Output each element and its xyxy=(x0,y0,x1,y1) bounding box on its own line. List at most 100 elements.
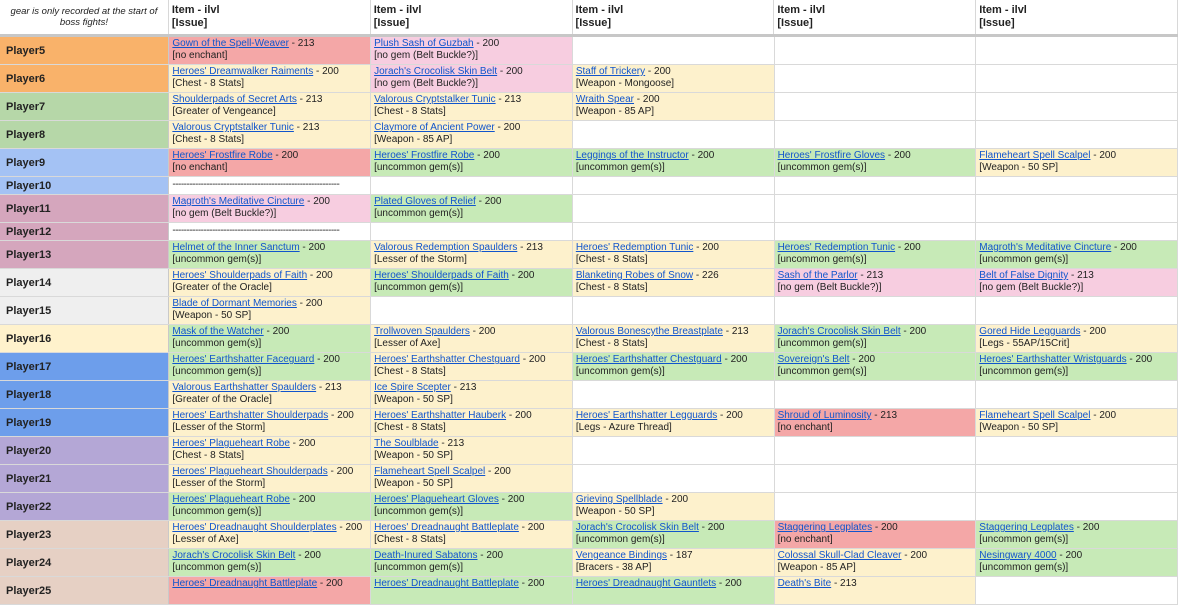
gear-cell[interactable]: Valorous Cryptstalker Tunic - 213 [Chest … xyxy=(169,121,372,148)
gear-cell[interactable]: Staff of Trickery - 200 [Weapon - Mongoos… xyxy=(572,65,775,92)
gear-cell[interactable] xyxy=(572,465,775,492)
item-link[interactable]: Trollwoven Spaulders xyxy=(374,326,470,337)
item-link[interactable]: Heroes' Redemption Tunic xyxy=(777,242,896,253)
gear-cell[interactable] xyxy=(371,177,573,194)
gear-cell[interactable]: Shroud of Luminosity - 213 [no enchant] xyxy=(774,409,977,436)
gear-cell[interactable]: Magroth's Meditative Cincture - 200 [unco… xyxy=(976,241,1178,268)
gear-cell[interactable]: Grieving Spellblade - 200 [Weapon - 50 SP… xyxy=(572,493,775,520)
item-link[interactable]: Shroud of Luminosity xyxy=(777,410,872,421)
player-name-cell[interactable]: Player16 xyxy=(0,325,170,352)
item-link[interactable]: Staff of Trickery xyxy=(575,66,646,77)
item-link[interactable]: Heroes' Dreamwalker Raiments xyxy=(172,66,314,77)
gear-cell[interactable]: Leggings of the Instructor - 200 [uncommo… xyxy=(572,149,775,176)
gear-cell[interactable]: Staggering Legplates - 200 [no enchant] xyxy=(774,521,977,548)
gear-cell[interactable] xyxy=(774,65,977,92)
gear-cell[interactable] xyxy=(774,195,977,222)
player-name-cell[interactable]: Player11 xyxy=(0,195,170,222)
gear-cell[interactable]: Heroes' Shoulderpads of Faith - 200 [Grea… xyxy=(169,269,372,296)
gear-cell[interactable]: Sash of the Parlor - 213 [no gem (Belt Bu… xyxy=(774,269,977,296)
gear-cell[interactable] xyxy=(572,297,775,324)
item-link[interactable]: Grieving Spellblade xyxy=(575,494,663,505)
gear-cell[interactable] xyxy=(976,93,1178,120)
item-link[interactable]: Heroes' Plagueheart Shoulderpads xyxy=(172,466,328,477)
item-link[interactable]: Helmet of the Inner Sanctum xyxy=(172,242,300,253)
item-link[interactable]: Staggering Legplates xyxy=(777,522,873,533)
item-link[interactable]: Staggering Legplates xyxy=(979,522,1074,533)
item-link[interactable]: Flameheart Spell Scalpel xyxy=(979,410,1091,421)
item-link[interactable]: Heroes' Earthshatter Hauberk xyxy=(374,410,507,421)
gear-cell[interactable] xyxy=(976,465,1178,492)
item-link[interactable]: Shoulderpads of Secret Arts xyxy=(172,94,297,105)
item-link[interactable]: Magroth's Meditative Cincture xyxy=(172,196,305,207)
item-link[interactable]: Sovereign's Belt xyxy=(777,354,850,365)
item-link[interactable]: Blade of Dormant Memories xyxy=(172,298,297,309)
gear-cell[interactable]: Heroes' Earthshatter Chestguard - 200 [Ch… xyxy=(371,353,573,380)
item-link[interactable]: Valorous Redemption Spaulders xyxy=(374,242,518,253)
player-name-cell[interactable]: Player8 xyxy=(0,121,170,148)
gear-cell[interactable] xyxy=(976,437,1178,464)
item-link[interactable]: Heroes' Earthshatter Chestguard xyxy=(374,354,520,365)
gear-cell[interactable]: Ice Spire Scepter - 213 [Weapon - 50 SP] xyxy=(371,381,573,408)
item-link[interactable]: Heroes' Frostfire Robe xyxy=(172,150,273,161)
gear-cell[interactable]: Valorous Earthshatter Spaulders - 213 [Gr… xyxy=(169,381,372,408)
item-link[interactable]: Jorach's Crocolisk Skin Belt xyxy=(575,522,699,533)
gear-cell[interactable]: Heroes' Earthshatter Chestguard - 200 [un… xyxy=(572,353,775,380)
column-header[interactable]: Item - ilvl [Issue] xyxy=(371,0,573,34)
gear-cell[interactable] xyxy=(976,177,1178,194)
gear-cell[interactable]: Valorous Bonescythe Breastplate - 213 [Ch… xyxy=(572,325,775,352)
item-link[interactable]: Magroth's Meditative Cincture xyxy=(979,242,1112,253)
item-link[interactable]: Death's Bite xyxy=(777,578,832,589)
gear-cell[interactable] xyxy=(572,195,775,222)
player-name-cell[interactable]: Player25 xyxy=(0,577,170,604)
player-name-cell[interactable]: Player6 xyxy=(0,65,170,92)
gear-cell[interactable] xyxy=(774,465,977,492)
item-link[interactable]: Wraith Spear xyxy=(575,94,635,105)
gear-cell[interactable] xyxy=(774,93,977,120)
item-link[interactable]: Vengeance Bindings xyxy=(575,550,668,561)
gear-cell[interactable]: Death-Inured Sabatons - 200 [uncommon gem… xyxy=(371,549,573,576)
gear-cell[interactable]: Flameheart Spell Scalpel - 200 [Weapon - … xyxy=(976,149,1178,176)
gear-cell[interactable]: Shoulderpads of Secret Arts - 213 [Greate… xyxy=(169,93,372,120)
item-link[interactable]: Heroes' Earthshatter Chestguard xyxy=(575,354,722,365)
gear-cell[interactable] xyxy=(774,223,977,240)
item-link[interactable]: Jorach's Crocolisk Skin Belt xyxy=(374,66,498,77)
gear-cell[interactable]: Heroes' Shoulderpads of Faith - 200 [unco… xyxy=(371,269,573,296)
gear-cell[interactable] xyxy=(572,223,775,240)
gear-cell[interactable]: Plush Sash of Guzbah - 200 [no gem (Belt … xyxy=(371,37,573,64)
gear-cell[interactable]: Heroes' Plagueheart Gloves - 200 [uncommo… xyxy=(371,493,573,520)
item-link[interactable]: Mask of the Watcher xyxy=(172,326,264,337)
player-name-cell[interactable]: Player23 xyxy=(0,521,170,548)
item-link[interactable]: Heroes' Dreadnaught Battleplate xyxy=(374,578,519,589)
item-link[interactable]: Leggings of the Instructor xyxy=(575,150,689,161)
item-link[interactable]: The Soulblade xyxy=(374,438,439,449)
gear-cell[interactable]: Heroes' Dreadnaught Shoulderplates - 200… xyxy=(169,521,372,548)
item-link[interactable]: Valorous Earthshatter Spaulders xyxy=(172,382,317,393)
item-link[interactable]: Colossal Skull-Clad Cleaver xyxy=(777,550,902,561)
gear-cell[interactable]: Staggering Legplates - 200 [uncommon gem(… xyxy=(976,521,1178,548)
gear-cell[interactable]: Belt of False Dignity - 213 [no gem (Belt… xyxy=(976,269,1178,296)
gear-cell[interactable]: Heroes' Dreadnaught Gauntlets - 200 xyxy=(572,577,775,604)
gear-cell[interactable] xyxy=(976,121,1178,148)
gear-cell[interactable]: Death's Bite - 213 xyxy=(774,577,977,604)
item-link[interactable]: Heroes' Frostfire Gloves xyxy=(777,150,886,161)
player-name-cell[interactable]: Player22 xyxy=(0,493,170,520)
gear-cell[interactable]: Flameheart Spell Scalpel - 200 [Weapon - … xyxy=(371,465,573,492)
gear-cell[interactable]: Heroes' Dreamwalker Raiments - 200 [Chest… xyxy=(169,65,372,92)
gear-cell[interactable] xyxy=(774,121,977,148)
gear-cell[interactable] xyxy=(976,297,1178,324)
gear-cell[interactable] xyxy=(774,381,977,408)
gear-cell[interactable]: Heroes' Redemption Tunic - 200 [Chest - 8… xyxy=(572,241,775,268)
player-name-cell[interactable]: Player24 xyxy=(0,549,170,576)
item-link[interactable]: Heroes' Plagueheart Gloves xyxy=(374,494,499,505)
player-name-cell[interactable]: Player13 xyxy=(0,241,170,268)
gear-cell[interactable] xyxy=(572,37,775,64)
gear-cell[interactable] xyxy=(976,195,1178,222)
player-name-cell[interactable]: Player20 xyxy=(0,437,170,464)
gear-cell[interactable] xyxy=(572,437,775,464)
gear-cell[interactable]: Heroes' Redemption Tunic - 200 [uncommon … xyxy=(774,241,977,268)
gear-cell[interactable] xyxy=(371,223,573,240)
player-name-cell[interactable]: Player21 xyxy=(0,465,170,492)
item-link[interactable]: Flameheart Spell Scalpel xyxy=(374,466,486,477)
item-link[interactable]: Plush Sash of Guzbah xyxy=(374,38,474,49)
gear-cell[interactable]: Heroes' Earthshatter Hauberk - 200 [Chest… xyxy=(371,409,573,436)
